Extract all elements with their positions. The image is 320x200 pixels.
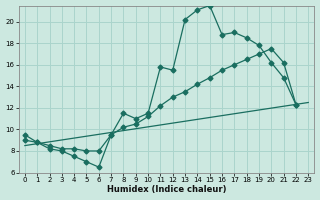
X-axis label: Humidex (Indice chaleur): Humidex (Indice chaleur)	[107, 185, 226, 194]
